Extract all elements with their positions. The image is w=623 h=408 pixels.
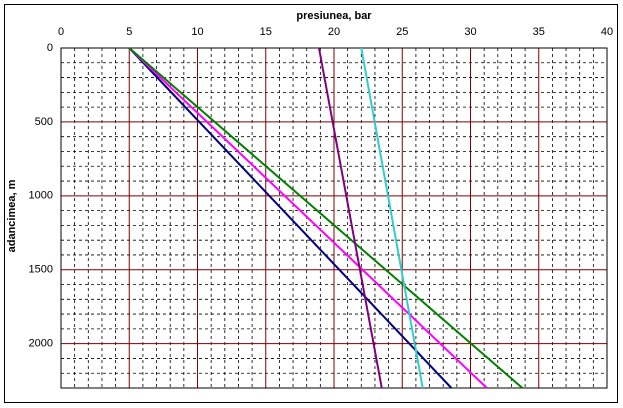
y-tick-label: 1000 bbox=[29, 190, 53, 202]
data-line bbox=[360, 47, 424, 389]
data-line bbox=[128, 47, 488, 389]
x-tick-label: 0 bbox=[58, 26, 64, 38]
x-tick-label: 5 bbox=[126, 26, 132, 38]
x-tick-label: 25 bbox=[396, 26, 408, 38]
y-axis-label: adancimea, m bbox=[6, 179, 18, 252]
y-tick-label: 0 bbox=[47, 42, 53, 54]
x-tick-label: 35 bbox=[533, 26, 545, 38]
x-tick-label: 30 bbox=[464, 26, 476, 38]
x-tick-label: 15 bbox=[260, 26, 272, 38]
x-axis-label: presiunea, bar bbox=[296, 10, 372, 22]
y-tick-label: 2000 bbox=[29, 338, 53, 350]
y-tick-label: 500 bbox=[35, 116, 53, 128]
data-line bbox=[128, 47, 453, 389]
y-tick-label: 1500 bbox=[29, 264, 53, 276]
x-tick-label: 40 bbox=[601, 26, 613, 38]
data-line bbox=[318, 47, 383, 389]
plot-border bbox=[60, 47, 608, 389]
x-tick-label: 20 bbox=[328, 26, 340, 38]
x-tick-label: 10 bbox=[191, 26, 203, 38]
data-line bbox=[128, 47, 524, 389]
